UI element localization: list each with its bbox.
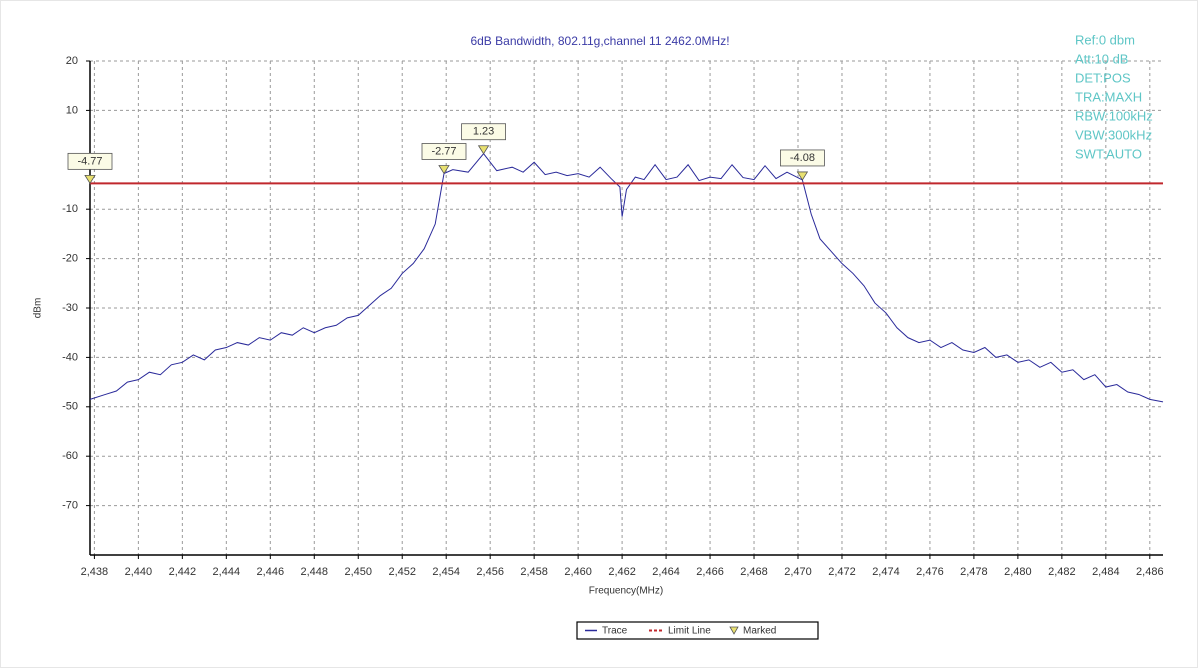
x-tick-label: 2,470	[784, 566, 812, 578]
y-tick-label: 10	[66, 104, 78, 116]
trace-line	[89, 152, 1164, 403]
y-axis-label: dBm	[33, 298, 44, 319]
y-tick-label: -50	[62, 401, 78, 413]
x-tick-label: 2,450	[344, 566, 372, 578]
x-tick-label: 2,444	[213, 566, 241, 578]
info-text: Ref:0 dbm	[1075, 32, 1135, 47]
x-tick-label: 2,468	[740, 566, 768, 578]
marker	[796, 171, 809, 181]
x-tick-label: 2,462	[608, 566, 636, 578]
marker-label: -4.08	[790, 152, 815, 164]
y-tick-label: 20	[66, 55, 78, 67]
info-text: DET:POS	[1075, 70, 1131, 85]
info-text: SWT:AUTO	[1075, 146, 1142, 161]
x-tick-label: 2,446	[257, 566, 285, 578]
x-tick-label: 2,474	[872, 566, 900, 578]
marker-label: -2.77	[431, 145, 456, 157]
x-tick-label: 2,456	[476, 566, 504, 578]
marker	[477, 145, 490, 155]
marker-label: 1.23	[473, 126, 494, 138]
y-tick-label: -40	[62, 351, 78, 363]
x-tick-label: 2,460	[564, 566, 592, 578]
x-tick-label: 2,442	[169, 566, 197, 578]
marker	[438, 165, 450, 175]
y-tick-label: -30	[62, 302, 78, 314]
y-tick-label: -20	[62, 253, 78, 265]
y-tick-label: -70	[62, 500, 78, 512]
x-tick-label: 2,452	[388, 566, 416, 578]
legend-label: Limit Line	[668, 626, 711, 637]
x-tick-label: 2,464	[652, 566, 680, 578]
x-tick-label: 2,472	[828, 566, 856, 578]
x-tick-label: 2,448	[301, 566, 329, 578]
y-tick-label: -60	[62, 450, 78, 462]
info-text: Att:10 dB	[1075, 51, 1128, 66]
y-tick-label: -10	[62, 203, 78, 215]
legend-box	[576, 621, 819, 640]
x-tick-label: 2,466	[696, 566, 724, 578]
marker-label-box	[780, 149, 825, 167]
x-tick-label: 2,438	[81, 566, 109, 578]
x-tick-label: 2,478	[960, 566, 988, 578]
x-tick-label: 2,476	[916, 566, 944, 578]
legend-label: Trace	[602, 626, 628, 637]
marker-label: -4.77	[77, 155, 102, 167]
x-tick-label: 2,484	[1092, 566, 1120, 578]
x-tick-label: 2,440	[125, 566, 153, 578]
x-tick-label: 2,454	[432, 566, 460, 578]
x-tick-label: 2,486	[1136, 566, 1164, 578]
marker	[84, 174, 96, 185]
chart-title: 6dB Bandwidth, 802.11g,channel 11 2462.0…	[470, 34, 729, 48]
marker-label-box	[421, 143, 467, 160]
x-tick-label: 2,458	[520, 566, 548, 578]
info-text: TRA:MAXH	[1075, 89, 1142, 104]
x-tick-label: 2,480	[1004, 566, 1032, 578]
info-text: RBW:100kHz	[1075, 108, 1153, 123]
legend-label: Marked	[743, 626, 776, 637]
x-tick-label: 2,482	[1048, 566, 1076, 578]
info-text: VBW:300kHz	[1075, 127, 1152, 142]
legend-swatch	[729, 626, 739, 635]
x-axis-label: Frequency(MHz)	[589, 586, 663, 597]
marker-label-box	[67, 152, 113, 170]
marker-label-box	[461, 123, 506, 141]
